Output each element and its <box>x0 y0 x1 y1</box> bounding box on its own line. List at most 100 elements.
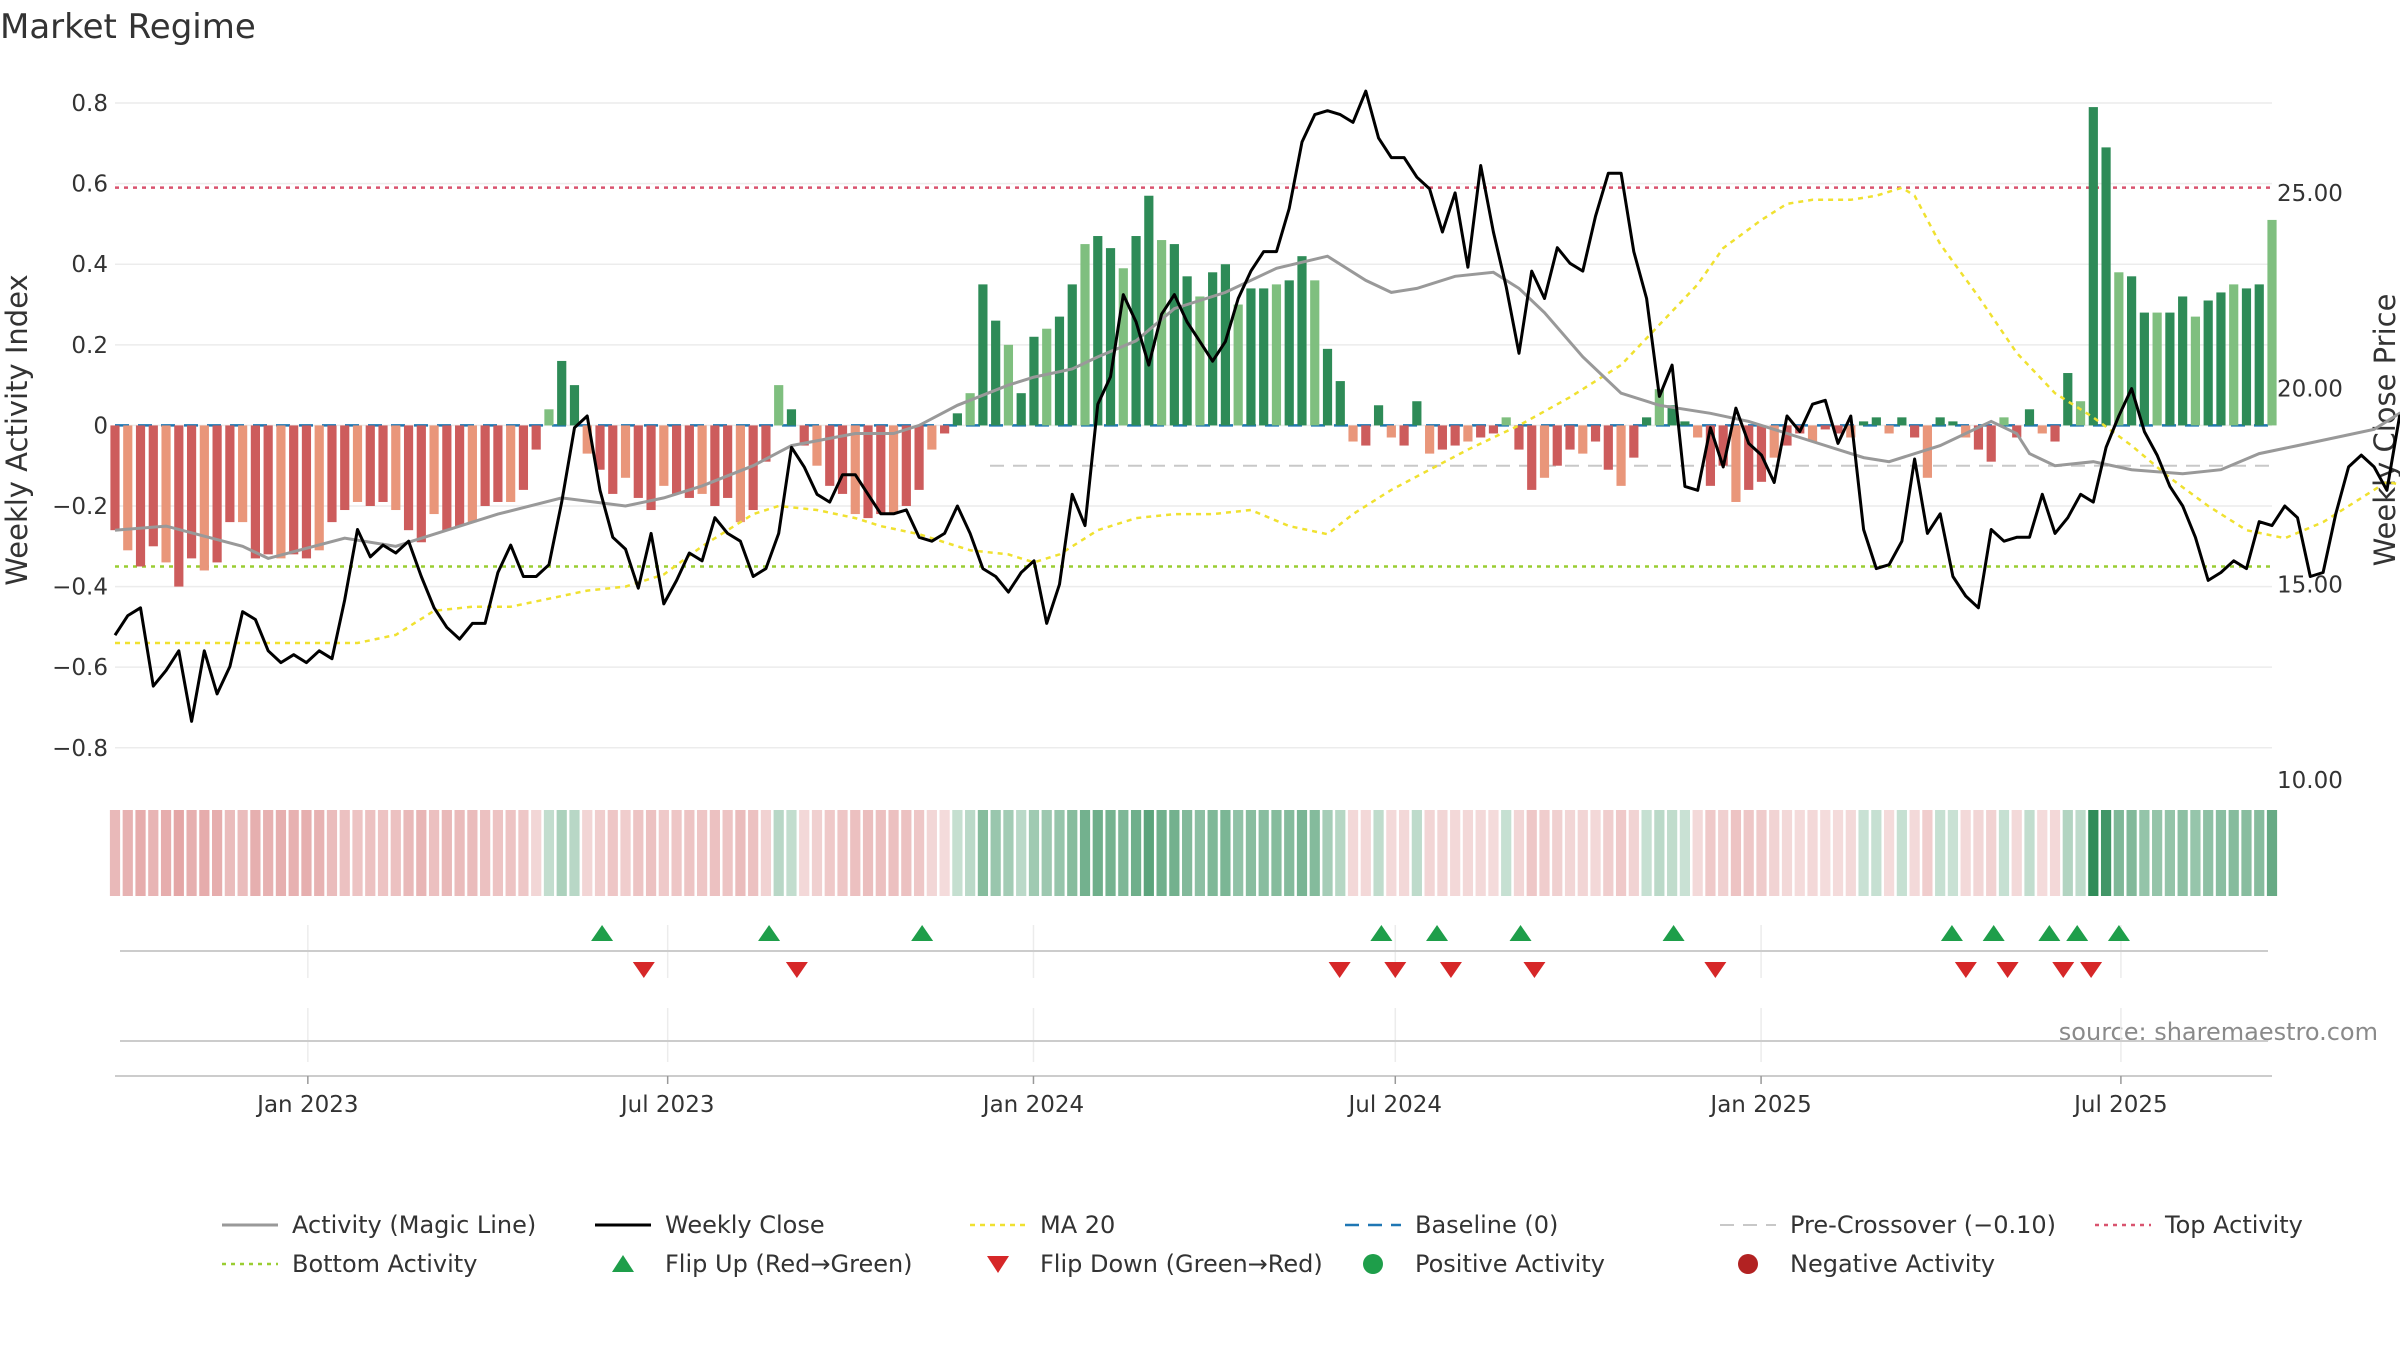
y-axis-ticks: 0.8 0.6 0.4 0.2 0 −0.2 −0.4 −0.6 −0.8 <box>52 91 108 762</box>
activity-bar <box>518 425 529 490</box>
activity-bar <box>110 425 120 531</box>
regime-cell <box>237 810 248 896</box>
activity-bar <box>2241 288 2252 426</box>
regime-cell <box>1271 810 1282 896</box>
activity-bar <box>365 425 375 506</box>
regime-cell <box>1692 810 1703 896</box>
activity-bar <box>799 425 809 446</box>
y2-axis-ticks: 25.00 20.00 15.00 10.00 <box>2277 181 2343 794</box>
magic-line <box>114 254 2400 560</box>
y-tick-label: −0.2 <box>52 494 108 520</box>
regime-cell <box>148 810 159 896</box>
regime-cell <box>1169 810 1180 896</box>
legend-swatch-positive-activity <box>1363 1254 1383 1274</box>
regime-cell <box>1092 810 1103 896</box>
regime-cell <box>454 810 465 896</box>
legend-swatch-flip-up <box>612 1255 634 1272</box>
activity-bar <box>1807 425 1818 442</box>
regime-cell <box>1769 810 1780 896</box>
x-tick-label: Jan 2023 <box>255 1092 358 1118</box>
regime-cell <box>1756 810 1767 896</box>
activity-bar <box>2050 425 2060 442</box>
regime-cell <box>1220 810 1231 896</box>
regime-cell <box>2062 810 2073 896</box>
regime-cell <box>875 810 886 896</box>
activity-bar <box>391 425 401 511</box>
regime-cell <box>1424 810 1435 896</box>
regime-cell <box>1922 810 1933 896</box>
activity-bar <box>774 385 784 426</box>
ma20-line <box>115 186 2400 645</box>
activity-bar <box>1590 425 1601 442</box>
y2-tick-label: 20.00 <box>2277 377 2343 403</box>
flip-up-marker <box>2107 925 2130 941</box>
activity-bar <box>327 425 337 523</box>
regime-cell <box>1871 810 1882 896</box>
regime-cell <box>1067 810 1078 896</box>
activity-bar <box>480 425 490 506</box>
activity-bar <box>1897 417 1907 426</box>
regime-cell <box>1156 810 1167 896</box>
activity-bar <box>1208 272 1218 426</box>
regime-cell <box>1909 810 1920 896</box>
regime-cell <box>160 810 172 896</box>
regime-cell <box>2266 810 2278 896</box>
activity-bar <box>238 425 248 523</box>
activity-bar <box>429 425 439 515</box>
regime-cell <box>492 810 504 896</box>
activity-bar <box>135 425 146 567</box>
y2-tick-label: 10.00 <box>2277 768 2343 794</box>
regime-cell <box>416 810 427 896</box>
activity-bar <box>493 425 503 502</box>
legend-label: Baseline (0) <box>1415 1211 1558 1239</box>
activity-bar <box>1195 296 1205 426</box>
regime-cell <box>403 810 414 896</box>
activity-bar <box>1654 389 1664 426</box>
activity-bar <box>161 425 171 563</box>
activity-bar <box>1667 405 1677 426</box>
activity-bar <box>2063 373 2073 426</box>
regime-cell <box>1896 810 1907 896</box>
activity-bar <box>1820 425 1830 430</box>
y-tick-label: 0.2 <box>71 333 108 359</box>
activity-bar <box>416 425 426 543</box>
regime-cell <box>1845 810 1856 896</box>
flip-down-marker <box>1704 962 1727 978</box>
activity-bar <box>965 393 975 426</box>
activity-bar <box>1986 425 1996 462</box>
weekly-close-line <box>113 89 2400 723</box>
regime-cell <box>428 810 440 896</box>
legend-swatch-flip-down <box>987 1256 1009 1273</box>
regime-cell <box>275 810 287 896</box>
legend-label: Negative Activity <box>1790 1250 1995 1278</box>
activity-bar <box>455 425 465 527</box>
regime-cell <box>1667 810 1678 896</box>
regime-cell <box>939 810 950 896</box>
regime-cell <box>2228 810 2239 896</box>
activity-bar <box>1782 425 1792 446</box>
activity-bar <box>1935 417 1945 426</box>
activity-bar <box>1450 425 1460 446</box>
regime-cell <box>965 810 976 896</box>
regime-cell <box>1347 810 1359 896</box>
regime-cell <box>1564 810 1576 896</box>
flip-up-marker <box>758 925 781 941</box>
activity-bar <box>1527 425 1537 490</box>
activity-bar <box>927 425 937 450</box>
y-tick-label: 0.4 <box>71 252 108 278</box>
activity-bar <box>952 413 962 426</box>
activity-bar <box>1093 236 1103 426</box>
regime-cell <box>1743 810 1754 896</box>
regime-cell <box>352 810 363 896</box>
regime-cell <box>441 810 452 896</box>
regime-cell <box>1143 810 1154 896</box>
activity-bar <box>506 425 516 502</box>
activity-bar <box>1910 425 1920 438</box>
activity-bar <box>1578 425 1588 454</box>
activity-bar <box>1616 425 1626 486</box>
activity-bar <box>1169 244 1179 426</box>
regime-cell <box>977 810 989 896</box>
activity-bar <box>174 425 184 587</box>
activity-bar <box>1335 381 1345 426</box>
regime-cell <box>735 810 746 896</box>
